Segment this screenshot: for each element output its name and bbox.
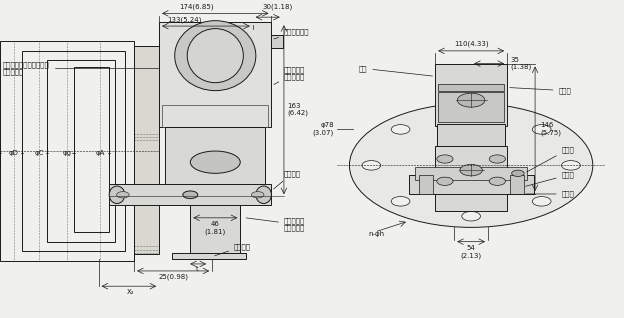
Bar [0, 41, 134, 261]
Text: 管道法兰: 管道法兰 [215, 243, 251, 256]
Bar [22, 51, 125, 251]
Bar [47, 60, 115, 242]
Text: 排气塞: 排气塞 [525, 172, 574, 186]
Circle shape [349, 103, 593, 227]
Bar [190, 205, 240, 253]
Ellipse shape [190, 151, 240, 173]
Text: 146
(5.75): 146 (5.75) [540, 122, 561, 135]
Bar [134, 46, 159, 254]
Bar [435, 146, 507, 211]
Text: φA: φA [95, 150, 105, 156]
Bar [409, 175, 534, 194]
Text: 外部显示表导线管连接口
（可选购）: 外部显示表导线管连接口 （可选购） [3, 59, 159, 75]
Bar [415, 167, 527, 180]
Text: 调零: 调零 [359, 65, 432, 76]
Text: X₂: X₂ [127, 289, 135, 295]
Text: t: t [196, 266, 198, 273]
Circle shape [437, 155, 453, 163]
Bar [159, 22, 271, 127]
Text: 54
(2.13): 54 (2.13) [461, 245, 482, 259]
Text: φD: φD [9, 150, 19, 156]
Text: 46
(1.81): 46 (1.81) [205, 221, 226, 234]
Circle shape [462, 211, 480, 221]
Circle shape [460, 164, 482, 176]
Bar [109, 184, 271, 205]
Text: 174(6.85): 174(6.85) [179, 3, 214, 10]
Circle shape [532, 125, 551, 134]
Ellipse shape [256, 186, 271, 204]
Ellipse shape [175, 21, 256, 91]
Text: 管道连接: 管道连接 [273, 170, 301, 189]
Text: 163
(6.42): 163 (6.42) [287, 103, 308, 116]
Circle shape [489, 155, 505, 163]
Bar [437, 124, 505, 148]
Circle shape [117, 191, 129, 198]
Circle shape [251, 191, 264, 198]
Circle shape [457, 93, 485, 107]
Bar [438, 92, 504, 122]
Text: 30(1.18): 30(1.18) [263, 3, 293, 10]
Text: 内藏显示表
（可选购）: 内藏显示表 （可选购） [274, 66, 305, 85]
Ellipse shape [187, 29, 243, 83]
Bar [271, 35, 283, 48]
Ellipse shape [109, 186, 125, 204]
Text: 排液塞: 排液塞 [525, 191, 574, 197]
Circle shape [391, 197, 410, 206]
Circle shape [391, 125, 410, 134]
Text: n-φh: n-φh [368, 231, 384, 237]
Circle shape [532, 197, 551, 206]
Bar [74, 67, 109, 232]
Text: 导线管连接口: 导线管连接口 [274, 29, 310, 39]
Bar [162, 105, 268, 127]
Text: φC: φC [34, 150, 44, 156]
Circle shape [362, 161, 381, 170]
Circle shape [489, 177, 505, 185]
Circle shape [437, 177, 453, 185]
Text: 端子侧: 端子侧 [510, 87, 571, 94]
Text: φ78
(3.07): φ78 (3.07) [313, 122, 334, 135]
Bar [510, 175, 524, 194]
Circle shape [512, 170, 524, 176]
Text: φg: φg [63, 150, 72, 156]
Bar [172, 253, 246, 259]
Text: 25(0.98): 25(0.98) [158, 273, 188, 280]
Bar [165, 127, 265, 197]
Circle shape [183, 191, 198, 198]
Circle shape [462, 110, 480, 119]
Bar [419, 175, 433, 194]
Text: 管道连接件
（可选购）: 管道连接件 （可选购） [246, 217, 305, 231]
Text: 35
(1.38): 35 (1.38) [510, 57, 532, 70]
Text: 110(4.33): 110(4.33) [454, 41, 489, 47]
Bar [436, 64, 507, 126]
Bar [438, 84, 504, 91]
Circle shape [562, 161, 580, 170]
Text: 133(5.24): 133(5.24) [167, 17, 202, 23]
Text: 接地端: 接地端 [527, 146, 574, 172]
